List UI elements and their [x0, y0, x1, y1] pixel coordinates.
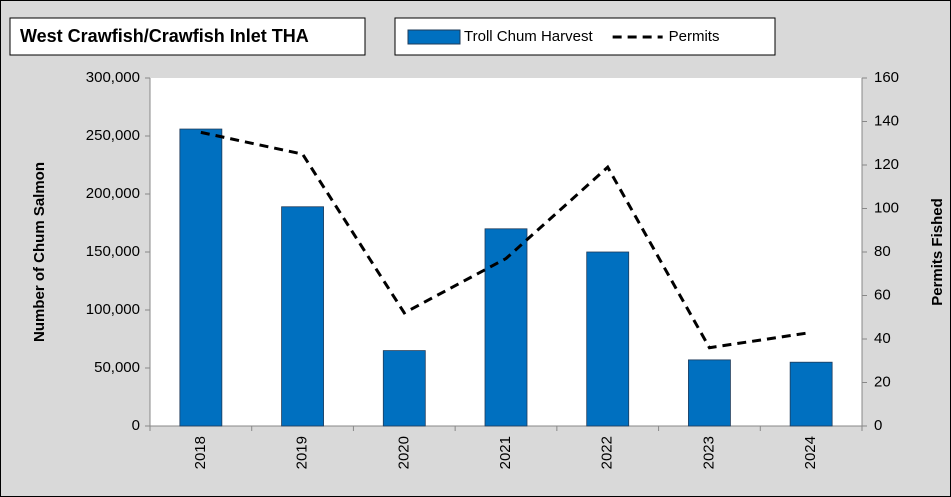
bar	[688, 359, 731, 427]
y-tick-label: 200,000	[86, 185, 140, 202]
y-tick-label: 50,000	[94, 359, 140, 376]
y-tick-label: 300,000	[86, 69, 140, 86]
y2-tick-label: 60	[874, 286, 891, 303]
x-tick-label: 2018	[192, 436, 209, 469]
y-axis-title: Number of Chum Salmon	[31, 162, 48, 342]
y2-tick-label: 80	[874, 243, 891, 260]
bar	[789, 361, 833, 427]
x-tick-label: 2021	[497, 436, 514, 469]
y2-tick-label: 140	[874, 112, 899, 129]
y-tick-label: 0	[132, 417, 140, 434]
y2-tick-label: 160	[874, 69, 899, 86]
y2-tick-label: 100	[874, 199, 899, 216]
bar	[179, 128, 223, 427]
y-tick-label: 250,000	[86, 127, 140, 144]
x-tick-label: 2024	[802, 436, 819, 469]
y2-tick-label: 20	[874, 373, 891, 390]
chart-title: West Crawfish/Crawfish Inlet THA	[20, 26, 309, 46]
x-tick-label: 2019	[294, 436, 311, 469]
y2-tick-label: 120	[874, 156, 899, 173]
y2-tick-label: 0	[874, 417, 882, 434]
x-tick-label: 2020	[395, 436, 412, 469]
x-tick-label: 2022	[599, 436, 616, 469]
bar	[281, 206, 324, 427]
x-tick-label: 2023	[700, 436, 717, 469]
title-box	[9, 17, 366, 56]
legend-label: Troll Chum Harvest	[464, 28, 593, 45]
bar	[382, 350, 426, 427]
y2-tick-label: 40	[874, 330, 891, 347]
legend-label: Permits	[669, 28, 720, 45]
line	[200, 130, 812, 350]
y-tick-label: 100,000	[86, 301, 140, 318]
y-tick-label: 150,000	[86, 243, 140, 260]
bar	[484, 228, 528, 427]
bar	[586, 251, 630, 427]
legend-swatch	[407, 29, 461, 45]
y2-axis-title: Permits Fished	[929, 198, 946, 306]
